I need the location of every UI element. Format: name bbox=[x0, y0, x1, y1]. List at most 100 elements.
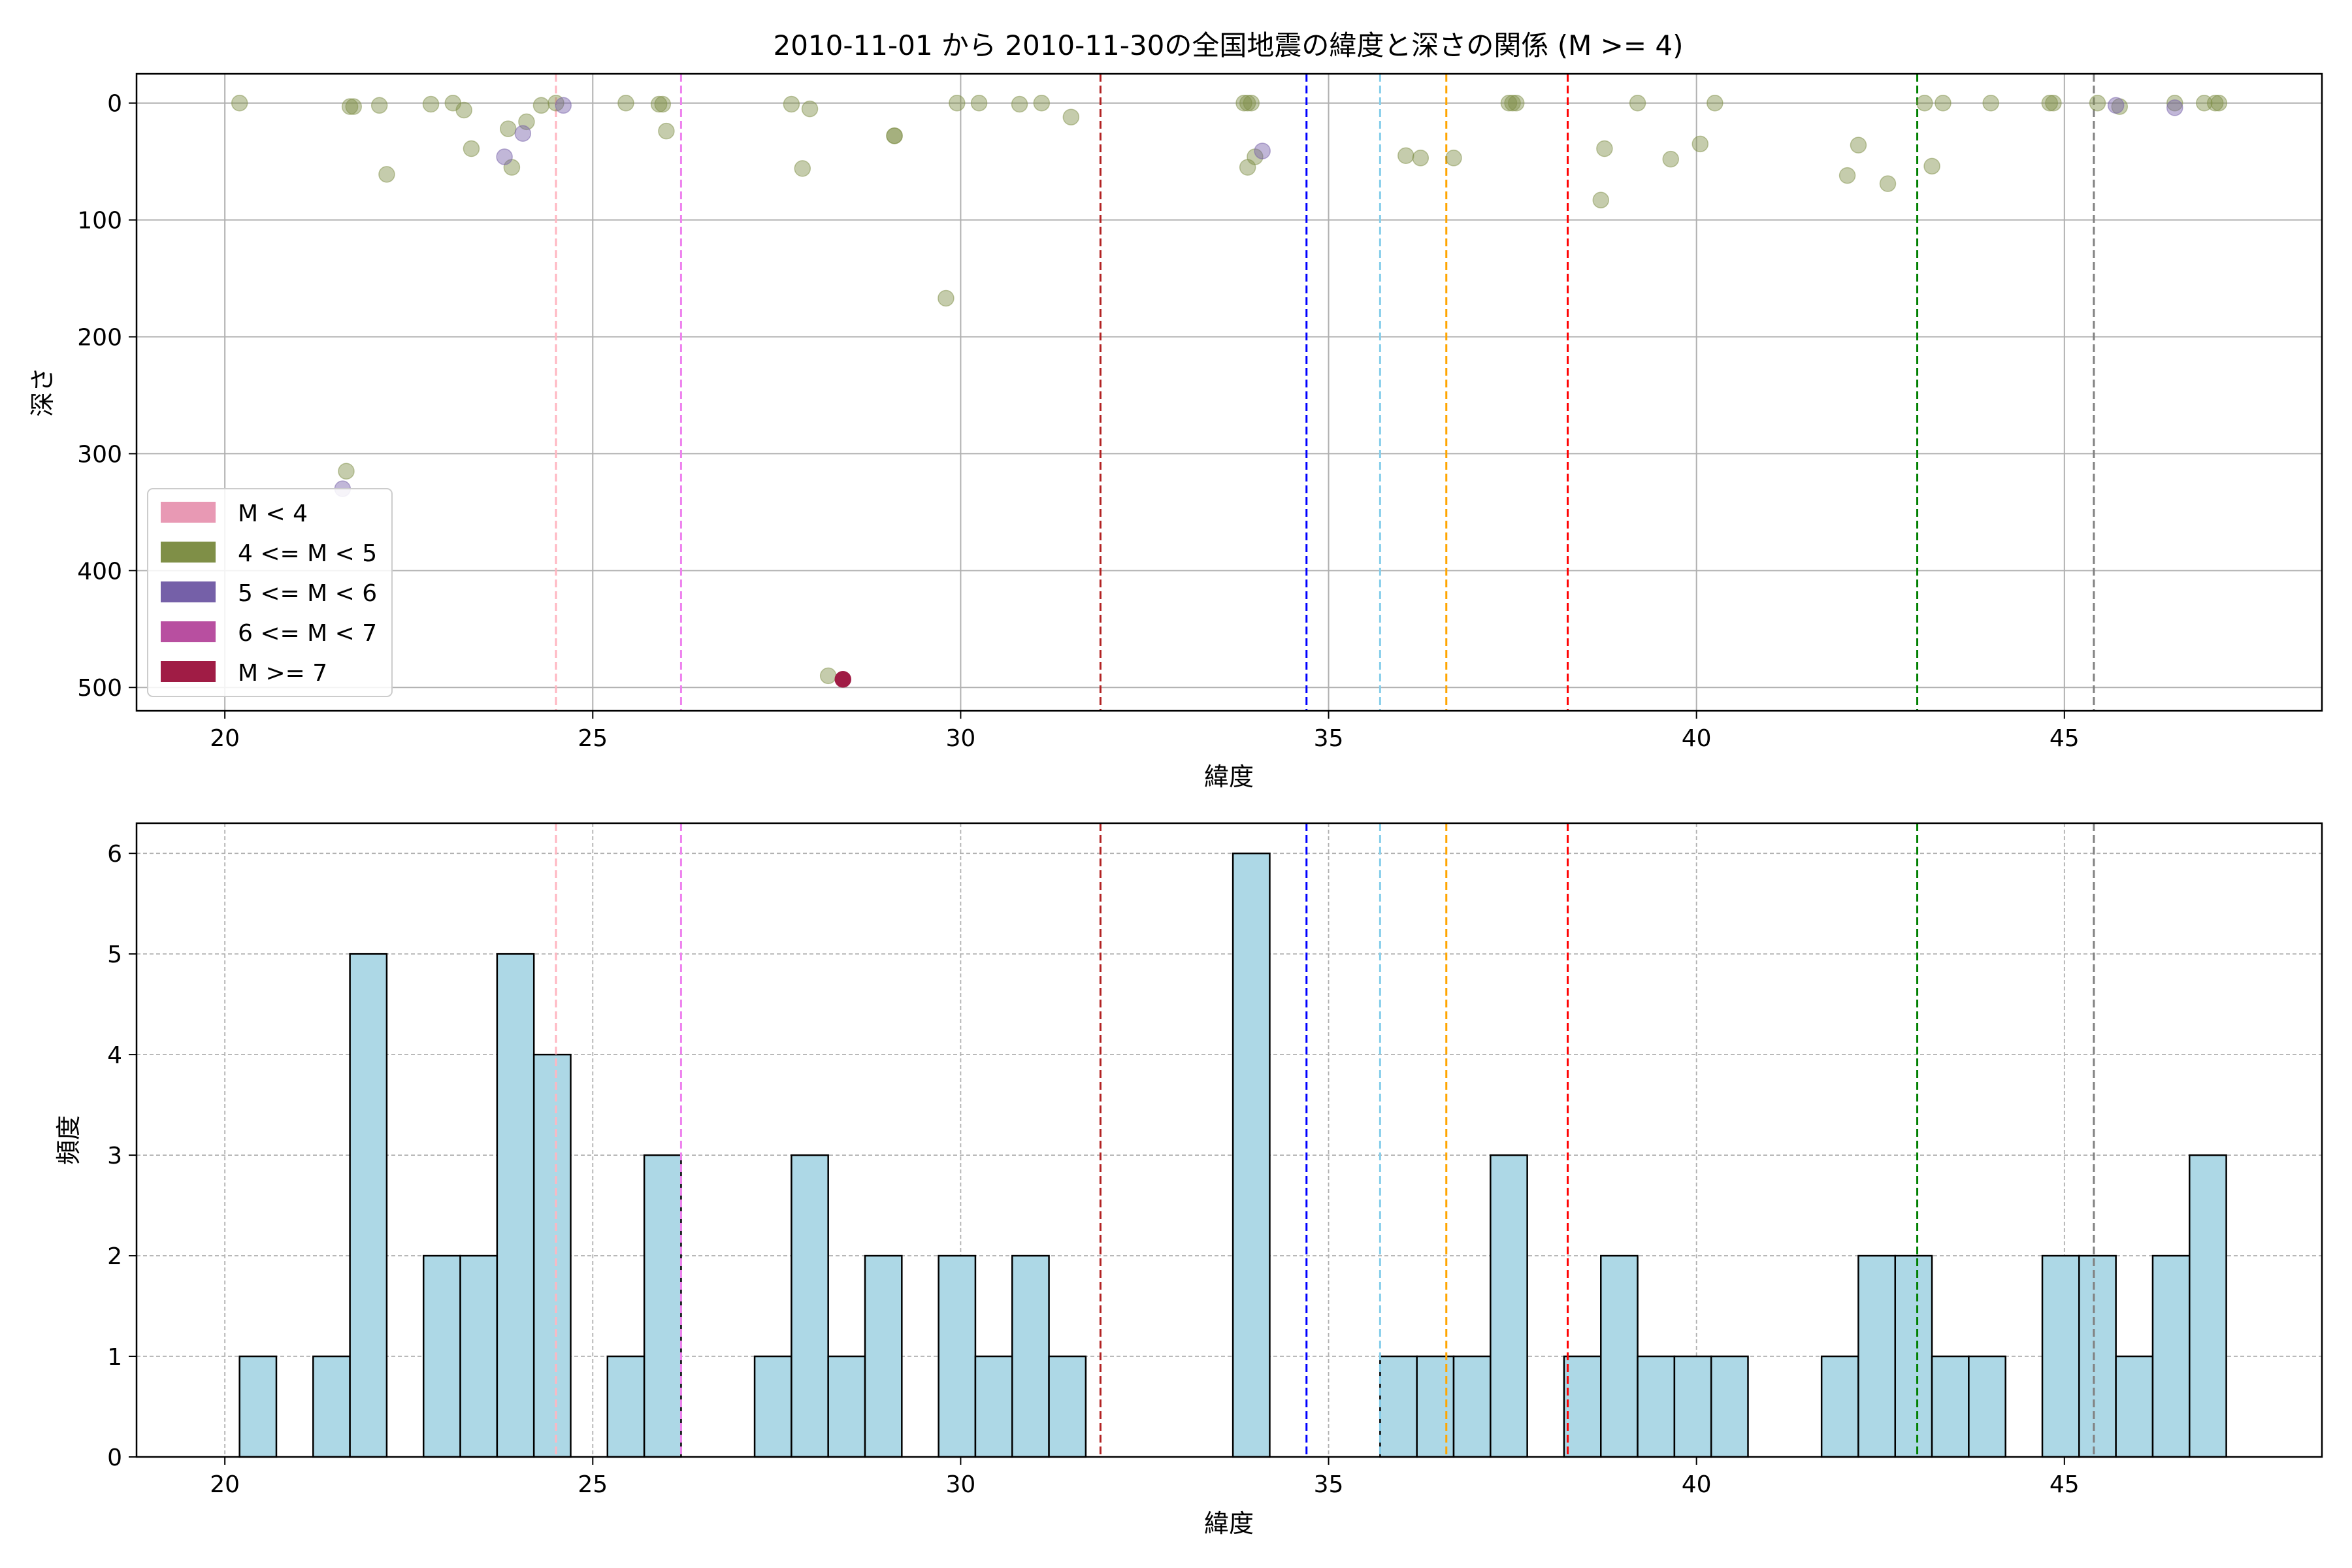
data-point bbox=[834, 670, 851, 688]
data-point bbox=[819, 667, 837, 685]
legend-entry: M < 4 bbox=[161, 500, 308, 527]
data-point bbox=[1412, 150, 1429, 167]
histogram-bar bbox=[422, 1254, 461, 1458]
histogram-bar bbox=[864, 1254, 903, 1458]
x-tick-label: 30 bbox=[946, 1471, 976, 1498]
histogram-y-ticks: 0 1 2 3 4 5 6 bbox=[107, 841, 137, 1471]
data-point bbox=[2045, 94, 2062, 112]
y-tick-label: 0 bbox=[107, 1445, 122, 1471]
data-point bbox=[617, 94, 634, 112]
histogram-bar bbox=[791, 1154, 829, 1458]
data-point bbox=[1062, 108, 1080, 125]
histogram-bar bbox=[1563, 1355, 1602, 1458]
data-point bbox=[2166, 99, 2183, 116]
histogram-bar bbox=[1452, 1355, 1492, 1458]
histogram-axes-frame bbox=[135, 822, 2323, 1458]
histogram-bar bbox=[532, 1053, 572, 1458]
legend-label: 6 <= M < 7 bbox=[238, 620, 377, 647]
scatter-x-axis-label: 緯度 bbox=[1204, 762, 1254, 791]
x-tick-label: 25 bbox=[578, 725, 608, 752]
data-point bbox=[2041, 94, 2059, 112]
data-point bbox=[2107, 97, 2125, 114]
legend-swatch bbox=[161, 542, 216, 563]
data-point bbox=[2089, 94, 2106, 112]
data-point bbox=[1504, 94, 1521, 112]
histogram-bar bbox=[1490, 1154, 1528, 1458]
histogram-bar bbox=[2078, 1254, 2117, 1458]
legend-frame bbox=[147, 488, 393, 697]
data-point bbox=[970, 94, 988, 112]
data-point bbox=[654, 95, 672, 113]
y-tick-label: 3 bbox=[107, 1143, 122, 1169]
histogram-bar bbox=[1232, 852, 1271, 1458]
x-tick-label: 40 bbox=[1682, 725, 1712, 752]
legend-entry: 4 <= M < 5 bbox=[161, 540, 377, 567]
data-point bbox=[1916, 94, 1933, 112]
y-tick-label: 5 bbox=[107, 941, 122, 968]
histogram-bar bbox=[2115, 1355, 2154, 1458]
data-point bbox=[1629, 94, 1646, 112]
data-point bbox=[1239, 94, 1256, 112]
histogram-y-axis-label: 頻度 bbox=[54, 1115, 83, 1165]
data-point bbox=[1254, 142, 1271, 159]
y-tick-label: 100 bbox=[77, 208, 122, 235]
data-point bbox=[514, 125, 532, 142]
histogram-bars bbox=[238, 852, 2227, 1458]
data-point bbox=[1982, 94, 1999, 112]
histogram-bar bbox=[1416, 1355, 1455, 1458]
y-tick-label: 1 bbox=[107, 1344, 122, 1371]
x-tick-label: 35 bbox=[1314, 1471, 1344, 1498]
histogram-bar bbox=[643, 1154, 682, 1458]
x-tick-label: 35 bbox=[1314, 725, 1344, 752]
y-tick-label: 0 bbox=[107, 91, 122, 118]
histogram-bar bbox=[606, 1355, 645, 1458]
histogram-bar bbox=[1011, 1254, 1050, 1458]
scatter-axes-frame bbox=[135, 73, 2323, 712]
data-point bbox=[1707, 94, 1723, 112]
legend-label: 5 <= M < 6 bbox=[238, 580, 377, 607]
data-point bbox=[1691, 135, 1709, 153]
data-point bbox=[463, 140, 480, 157]
data-point bbox=[1838, 167, 1856, 184]
data-point bbox=[1011, 95, 1028, 113]
x-tick-label: 30 bbox=[946, 725, 976, 752]
x-tick-label: 45 bbox=[2050, 1471, 2080, 1498]
data-point bbox=[496, 148, 513, 165]
data-point bbox=[1935, 94, 1952, 112]
y-tick-label: 2 bbox=[107, 1243, 122, 1270]
data-point bbox=[345, 98, 362, 115]
x-tick-label: 45 bbox=[2050, 725, 2080, 752]
histogram-bar bbox=[1894, 1254, 1933, 1458]
histogram-bar bbox=[1710, 1355, 1749, 1458]
data-point bbox=[783, 95, 800, 113]
legend-swatch bbox=[161, 581, 216, 602]
scatter-x-ticks: 20 25 30 35 40 45 bbox=[210, 711, 2080, 752]
data-point bbox=[801, 100, 819, 118]
data-point bbox=[555, 97, 572, 114]
histogram-bar bbox=[2189, 1154, 2227, 1458]
data-point bbox=[938, 289, 955, 307]
legend-label: M < 4 bbox=[238, 500, 308, 527]
histogram-x-ticks: 20 25 30 35 40 45 bbox=[210, 1457, 2080, 1498]
data-point bbox=[2210, 94, 2228, 112]
data-point bbox=[886, 127, 903, 144]
histogram-bar bbox=[1600, 1254, 1639, 1458]
data-point bbox=[338, 463, 355, 480]
data-point bbox=[500, 120, 517, 137]
scatter-reference-lines bbox=[555, 74, 2095, 711]
x-tick-label: 25 bbox=[578, 1471, 608, 1498]
histogram-x-axis-label: 緯度 bbox=[1204, 1509, 1254, 1538]
data-point bbox=[1596, 140, 1613, 157]
data-point bbox=[1879, 175, 1897, 192]
data-point bbox=[1850, 137, 1867, 154]
histogram-bar bbox=[2151, 1254, 2191, 1458]
scatter-points bbox=[231, 94, 2228, 688]
legend-entry: 5 <= M < 6 bbox=[161, 580, 377, 607]
y-tick-label: 200 bbox=[77, 325, 122, 351]
x-tick-label: 20 bbox=[210, 725, 240, 752]
legend-swatch bbox=[161, 621, 216, 642]
histogram-bar bbox=[1048, 1355, 1087, 1458]
